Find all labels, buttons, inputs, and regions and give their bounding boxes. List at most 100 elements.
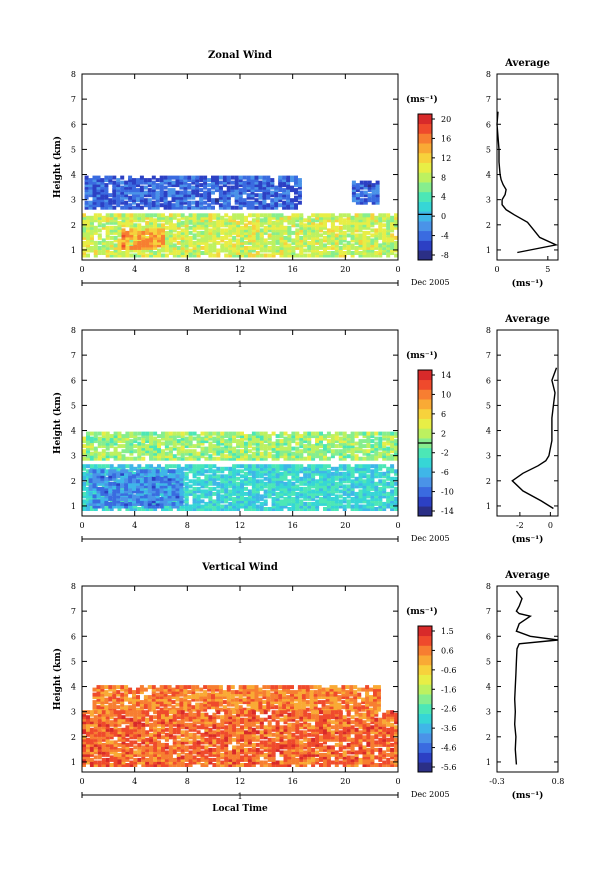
heatmap-cell	[303, 223, 308, 228]
heatmap-cell	[188, 220, 193, 225]
heatmap-cell	[238, 707, 243, 712]
heatmap-cell	[200, 446, 205, 451]
heatmap-cell	[251, 476, 256, 481]
heatmap-cell	[274, 692, 279, 697]
heatmap-cell	[216, 456, 221, 461]
avg-y-tick-label: 1	[486, 246, 491, 255]
heatmap-cell	[279, 233, 284, 238]
heatmap-cell	[365, 705, 370, 710]
heatmap-cell	[311, 454, 316, 459]
heatmap-cell	[326, 476, 331, 481]
heatmap-cell	[386, 504, 391, 509]
average-profile-line	[496, 111, 559, 254]
heatmap-cell	[323, 456, 327, 461]
heatmap-cell	[120, 697, 125, 702]
heatmap-cell	[301, 685, 306, 690]
heatmap-cell	[159, 180, 164, 185]
heatmap-cell	[232, 215, 237, 220]
heatmap-cell	[294, 705, 298, 710]
heatmap-cell	[376, 687, 381, 692]
heatmap-cell	[258, 175, 263, 180]
heatmap-cell	[301, 692, 306, 697]
heatmap-cell	[113, 220, 118, 225]
heatmap-cell	[374, 449, 379, 454]
heatmap-cell	[259, 494, 264, 499]
heatmap-cell	[319, 434, 323, 439]
heatmap-cell	[184, 494, 189, 499]
heatmap-cell	[88, 479, 93, 484]
heatmap-cell	[224, 491, 229, 496]
heatmap-cell	[167, 496, 172, 501]
heatmap-cell	[203, 190, 208, 195]
heatmap-cell	[354, 504, 359, 509]
heatmap-cell	[338, 449, 343, 454]
heatmap-cell	[86, 740, 90, 745]
heatmap-cell	[167, 690, 172, 695]
heatmap-cell	[374, 446, 379, 451]
heatmap-cell	[255, 230, 260, 235]
heatmap-cell	[299, 434, 304, 439]
heatmap-cell	[366, 220, 371, 225]
heatmap-cell	[179, 685, 184, 690]
heatmap-cell	[291, 474, 296, 479]
heatmap-cell	[196, 218, 201, 223]
heatmap-cell	[105, 235, 110, 240]
heatmap-cell	[157, 238, 161, 243]
heatmap-cell	[124, 180, 129, 185]
heatmap-cell	[168, 251, 173, 255]
heatmap-cell	[362, 496, 367, 501]
heatmap-cell	[357, 707, 362, 712]
heatmap-cell	[254, 188, 259, 193]
heatmap-cell	[82, 715, 86, 720]
x-tick-label: 8	[185, 521, 190, 530]
heatmap-cell	[376, 705, 381, 710]
heatmap-cell	[224, 245, 229, 250]
heatmap-cell	[325, 697, 330, 702]
heatmap-cell	[96, 705, 101, 710]
heatmap-cell	[179, 486, 184, 491]
colorbar-segment	[418, 152, 432, 163]
heatmap-cell	[141, 238, 146, 243]
heatmap-cell	[92, 198, 97, 203]
heatmap-cell	[354, 454, 359, 459]
heatmap-cell	[374, 230, 379, 235]
heatmap-cell	[287, 436, 292, 441]
heatmap-cell	[323, 218, 327, 223]
heatmap-cell	[338, 218, 343, 223]
heatmap-cell	[370, 215, 375, 220]
heatmap-cell	[358, 484, 363, 489]
heatmap-cell	[84, 183, 89, 188]
heatmap-cell	[378, 479, 383, 484]
heatmap-cell	[86, 496, 90, 501]
heatmap-cell	[370, 464, 375, 469]
heatmap-cell	[350, 245, 355, 250]
heatmap-cell	[151, 469, 156, 474]
heatmap-cell	[86, 710, 90, 715]
heatmap-cell	[133, 431, 138, 436]
heatmap-cell	[307, 233, 312, 238]
heatmap-cell	[84, 200, 89, 205]
heatmap-cell	[120, 695, 125, 700]
heatmap-cell	[207, 198, 212, 203]
heatmap-cell	[301, 695, 306, 700]
heatmap-cell	[351, 190, 356, 195]
heatmap-cell	[113, 230, 118, 235]
average-title: Average	[504, 58, 550, 69]
heatmap-cell	[207, 178, 212, 183]
x-tick-label: 4	[132, 521, 137, 530]
heatmap-cell	[86, 489, 90, 494]
heatmap-cell	[145, 491, 150, 496]
heatmap-cell	[145, 434, 150, 439]
heatmap-cell	[271, 251, 276, 255]
heatmap-cell	[299, 504, 304, 509]
heatmap-cell	[311, 235, 316, 240]
heatmap-cell	[172, 251, 177, 255]
heatmap-cell	[259, 253, 264, 258]
heatmap-cell	[301, 700, 306, 705]
heatmap-cell	[153, 444, 158, 449]
heatmap-cell	[378, 431, 383, 436]
heatmap-cell	[329, 700, 334, 705]
heatmap-cell	[212, 225, 217, 230]
heatmap-cell	[303, 456, 308, 461]
heatmap-cell	[374, 494, 379, 499]
